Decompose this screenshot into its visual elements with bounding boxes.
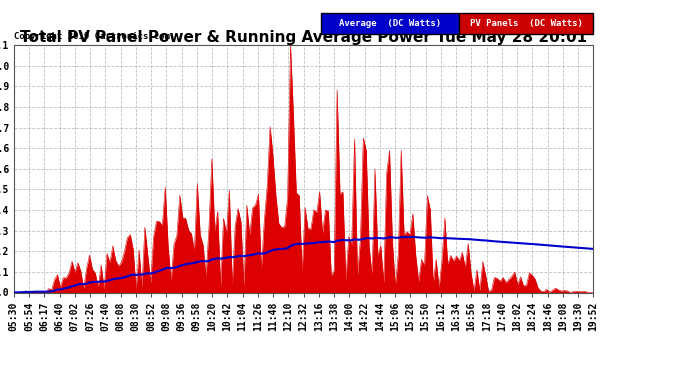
Text: Copyright 2019 Cartronics.com: Copyright 2019 Cartronics.com (14, 32, 170, 41)
Text: Average  (DC Watts): Average (DC Watts) (339, 19, 441, 28)
Title: Total PV Panel Power & Running Average Power Tue May 28 20:01: Total PV Panel Power & Running Average P… (20, 30, 587, 45)
Text: PV Panels  (DC Watts): PV Panels (DC Watts) (470, 19, 582, 28)
